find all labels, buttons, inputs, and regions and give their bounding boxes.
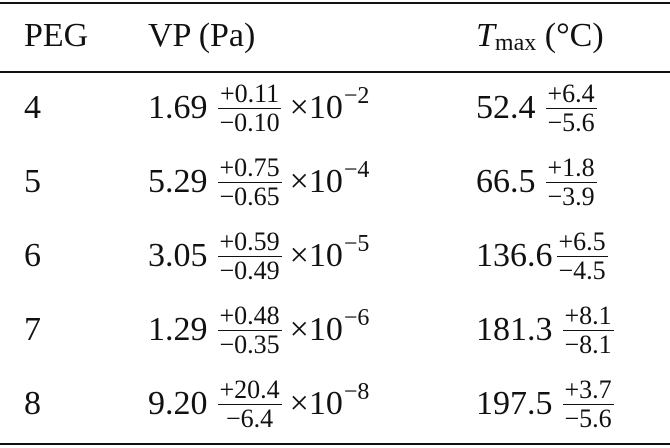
peg-cell: 6 [24,237,41,274]
tmax-minus: −8.1 [564,329,612,359]
vp-uncertainty: +0.48 −0.35 [217,300,282,359]
vp-minus: −6.4 [226,403,274,433]
vp-minus: −0.65 [219,181,280,211]
vp-exponent: −2 [343,82,370,109]
table-row: 8 9.20 +20.4 −6.4 ×10 −8 197.5 +3.7 −5.6 [0,368,670,440]
tmax-value: 181.3 [476,311,553,348]
vp-uncertainty: +20.4 −6.4 [217,374,282,433]
vp-value: 5.29 [148,163,208,200]
vp-uncertainty: +0.11 −0.10 [217,78,282,137]
tmax-uncertainty: +6.4 −5.6 [545,78,597,137]
vp-cell: 1.29 +0.48 −0.35 ×10 −6 [148,294,369,366]
header-tmax-subscript: max [494,30,537,56]
tmax-cell: 181.3 +8.1 −8.1 [476,294,620,366]
peg-cell: 5 [24,163,41,200]
vp-cell: 1.69 +0.11 −0.10 ×10 −2 [148,72,369,144]
header-peg: PEG [24,17,89,54]
header-tmax-unit: (°C) [544,17,604,54]
tmax-cell: 197.5 +3.7 −5.6 [476,368,620,440]
peg-cell: 8 [24,385,41,422]
tmax-plus: +6.5 [556,226,608,257]
tmax-plus: +3.7 [562,374,614,405]
times-ten: ×10 [289,163,343,200]
header-vp: VP (Pa) [148,17,256,54]
times-ten: ×10 [289,89,343,126]
vp-cell: 9.20 +20.4 −6.4 ×10 −8 [148,368,369,440]
tmax-cell: 66.5 +1.8 −3.9 [476,146,603,218]
vp-exponent: −4 [343,156,370,183]
vp-exponent: −6 [343,304,370,331]
vp-plus: +0.11 [217,78,282,109]
vp-cell: 5.29 +0.75 −0.65 ×10 −4 [148,146,369,218]
tmax-cell: 136.6 +6.5 −4.5 [476,220,614,292]
tmax-uncertainty: +8.1 −8.1 [562,300,614,359]
vp-value: 9.20 [148,385,208,422]
tmax-uncertainty: +6.5 −4.5 [556,226,608,285]
vp-exponent: −5 [343,230,370,257]
times-ten: ×10 [289,237,343,274]
tmax-plus: +1.8 [545,152,597,183]
tmax-value: 136.6 [476,237,553,274]
vp-minus: −0.49 [219,255,280,285]
tmax-minus: −5.6 [564,403,612,433]
vp-uncertainty: +0.75 −0.65 [217,152,282,211]
table-row: 7 1.29 +0.48 −0.35 ×10 −6 181.3 +8.1 −8.1 [0,294,670,366]
peg-cell: 4 [24,89,41,126]
table-row: 4 1.69 +0.11 −0.10 ×10 −2 52.4 +6.4 −5.6 [0,72,670,144]
header-tmax: Tmax (°C) [476,14,604,58]
tmax-cell: 52.4 +6.4 −5.6 [476,72,603,144]
tmax-value: 197.5 [476,385,553,422]
times-ten: ×10 [289,385,343,422]
table-bottom-rule [0,443,670,445]
vp-minus: −0.35 [219,329,280,359]
vp-exponent: −8 [343,378,370,405]
vp-value: 3.05 [148,237,208,274]
table-row: 5 5.29 +0.75 −0.65 ×10 −4 66.5 +1.8 −3.9 [0,146,670,218]
vp-plus: +20.4 [217,374,282,405]
tmax-minus: −3.9 [547,181,595,211]
vp-value: 1.69 [148,89,208,126]
tmax-minus: −5.6 [547,107,595,137]
tmax-plus: +6.4 [545,78,597,109]
tmax-uncertainty: +1.8 −3.9 [545,152,597,211]
tmax-value: 52.4 [476,89,536,126]
vp-value: 1.29 [148,311,208,348]
vp-plus: +0.75 [217,152,282,183]
peg-cell: 7 [24,311,41,348]
table-header-rule [0,71,670,73]
vp-plus: +0.59 [217,226,282,257]
vp-minus: −0.10 [219,107,280,137]
table-row: 6 3.05 +0.59 −0.49 ×10 −5 136.6 +6.5 −4.5 [0,220,670,292]
tmax-plus: +8.1 [562,300,614,331]
vp-uncertainty: +0.59 −0.49 [217,226,282,285]
vp-cell: 3.05 +0.59 −0.49 ×10 −5 [148,220,369,292]
tmax-value: 66.5 [476,163,536,200]
vp-plus: +0.48 [217,300,282,331]
header-tmax-symbol: T [476,17,495,54]
table-top-rule [0,2,670,4]
times-ten: ×10 [289,311,343,348]
tmax-uncertainty: +3.7 −5.6 [562,374,614,433]
tmax-minus: −4.5 [558,255,606,285]
